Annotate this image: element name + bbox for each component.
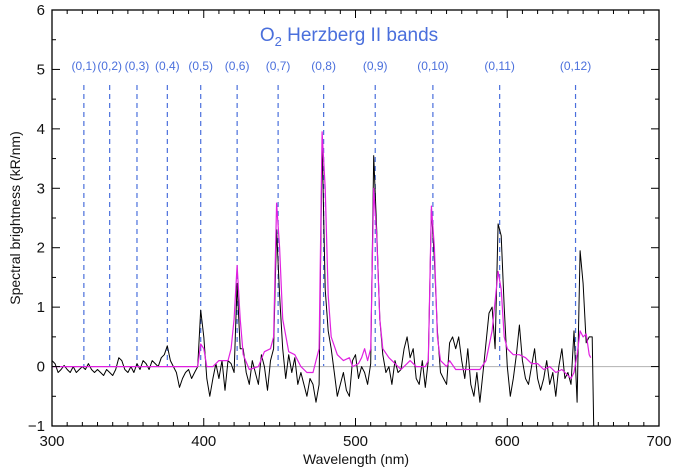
x-tick-label: 300 [39, 433, 64, 450]
band-label: (0,10) [417, 59, 448, 73]
x-tick-label: 500 [343, 433, 368, 450]
series-group [51, 131, 595, 427]
band-label: (0,7) [266, 59, 291, 73]
band-label: (0,12) [560, 59, 591, 73]
y-tick-label: 6 [37, 2, 45, 19]
y-tick-label: 5 [37, 61, 45, 78]
y-tick-label: 4 [37, 121, 45, 138]
band-label: (0,9) [363, 59, 388, 73]
band-label: (0,8) [311, 59, 336, 73]
band-label: (0,4) [155, 59, 180, 73]
x-axis-label: Wavelength (nm) [303, 451, 409, 467]
band-label: (0,11) [484, 59, 514, 73]
y-tick-label: 0 [37, 359, 45, 376]
band-label: (0,5) [188, 59, 213, 73]
measured-series-line [51, 140, 595, 427]
y-tick-label: 1 [37, 299, 45, 316]
x-tick-label: 400 [191, 433, 216, 450]
y-tick-label: 3 [37, 180, 45, 197]
chart-title: O2 Herzberg II bands [260, 25, 438, 49]
x-tick-label: 600 [495, 433, 520, 450]
axis-ticks: 300 400 500 600 700 −1 0 1 2 3 4 5 6 [28, 2, 672, 450]
y-axis-label: Spectral brightness (kR/nm) [7, 131, 23, 305]
x-tick-label: 700 [646, 433, 671, 450]
model-series-line [52, 131, 592, 380]
band-markers: (0,1) (0,2) (0,3) (0,4) (0,5) (0,6) (0,7) (0,8)… [72, 59, 591, 367]
y-tick-label: −1 [28, 418, 45, 435]
band-label: (0,6) [225, 59, 250, 73]
band-label: (0,2) [97, 59, 122, 73]
y-tick-label: 2 [37, 240, 45, 257]
band-label: (0,3) [125, 59, 150, 73]
band-label: (0,1) [72, 59, 97, 73]
